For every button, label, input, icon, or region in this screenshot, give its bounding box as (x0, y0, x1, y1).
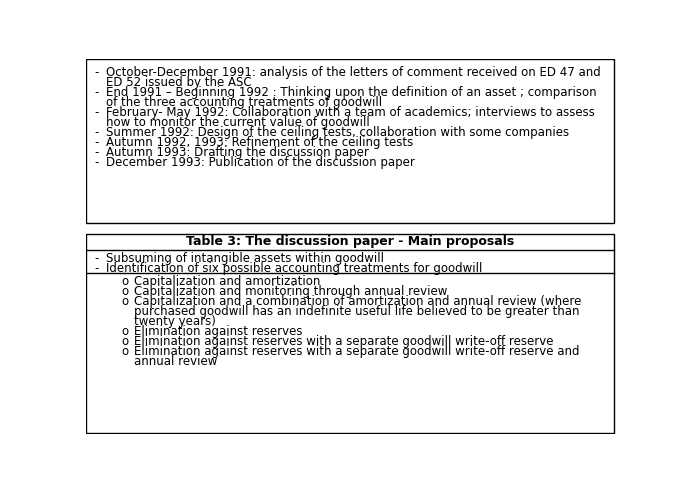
Text: December 1993: Publication of the discussion paper: December 1993: Publication of the discus… (105, 156, 415, 169)
Text: Autumn 1992, 1993: Refinement of the ceiling tests: Autumn 1992, 1993: Refinement of the cei… (105, 136, 413, 149)
Bar (86, 234, 614, 433)
Text: Elimination against reserves: Elimination against reserves (133, 325, 302, 338)
Text: Capitalization and a combination of amortization and annual review (where: Capitalization and a combination of amor… (133, 295, 581, 308)
Text: Identification of six possible accounting treatments for goodwill: Identification of six possible accountin… (105, 262, 482, 275)
Text: purchased goodwill has an indefinite useful life believed to be greater than: purchased goodwill has an indefinite use… (133, 305, 579, 318)
Text: -: - (95, 146, 99, 159)
Text: Elimination against reserves with a separate goodwill write-off reserve: Elimination against reserves with a sepa… (133, 335, 553, 348)
Text: annual review: annual review (133, 355, 217, 368)
Text: Subsuming of intangible assets within goodwill: Subsuming of intangible assets within go… (105, 252, 384, 265)
Text: o: o (121, 335, 129, 348)
Text: February- May 1992: Collaboration with a team of academics; interviews to assess: February- May 1992: Collaboration with a… (105, 106, 594, 119)
Text: Autumn 1993: Drafting the discussion paper: Autumn 1993: Drafting the discussion pap… (105, 146, 369, 159)
Text: o: o (121, 285, 129, 298)
Text: Capitalization and monitoring through annual review: Capitalization and monitoring through an… (133, 285, 447, 298)
Text: Elimination against reserves with a separate goodwill write-off reserve and: Elimination against reserves with a sepa… (133, 345, 579, 358)
Text: twenty years): twenty years) (133, 315, 215, 328)
Text: ED 52 issued by the ASC: ED 52 issued by the ASC (105, 76, 251, 89)
Text: -: - (95, 66, 99, 79)
Text: -: - (95, 86, 99, 99)
Text: o: o (121, 345, 129, 358)
Text: October-December 1991: analysis of the letters of comment received on ED 47 and: October-December 1991: analysis of the l… (105, 66, 601, 79)
Text: Table 3: The discussion paper - Main proposals: Table 3: The discussion paper - Main pro… (186, 235, 514, 248)
Text: -: - (95, 156, 99, 169)
Text: Capitalization and amortization: Capitalization and amortization (133, 275, 320, 288)
Text: -: - (95, 126, 99, 139)
Text: -: - (95, 136, 99, 149)
Text: o: o (121, 295, 129, 308)
Text: of the three accounting treatments of goodwill: of the three accounting treatments of go… (105, 96, 382, 109)
Bar (86, 60, 614, 224)
Text: -: - (95, 262, 99, 275)
Text: Summer 1992: Design of the ceiling tests, collaboration with some companies: Summer 1992: Design of the ceiling tests… (105, 126, 569, 139)
Text: o: o (121, 275, 129, 288)
Text: -: - (95, 106, 99, 119)
Text: -: - (95, 252, 99, 265)
Text: how to monitor the current value of goodwill: how to monitor the current value of good… (105, 116, 369, 129)
Text: End 1991 – Beginning 1992 : Thinking upon the definition of an asset ; compariso: End 1991 – Beginning 1992 : Thinking upo… (105, 86, 596, 99)
Text: o: o (121, 325, 129, 338)
